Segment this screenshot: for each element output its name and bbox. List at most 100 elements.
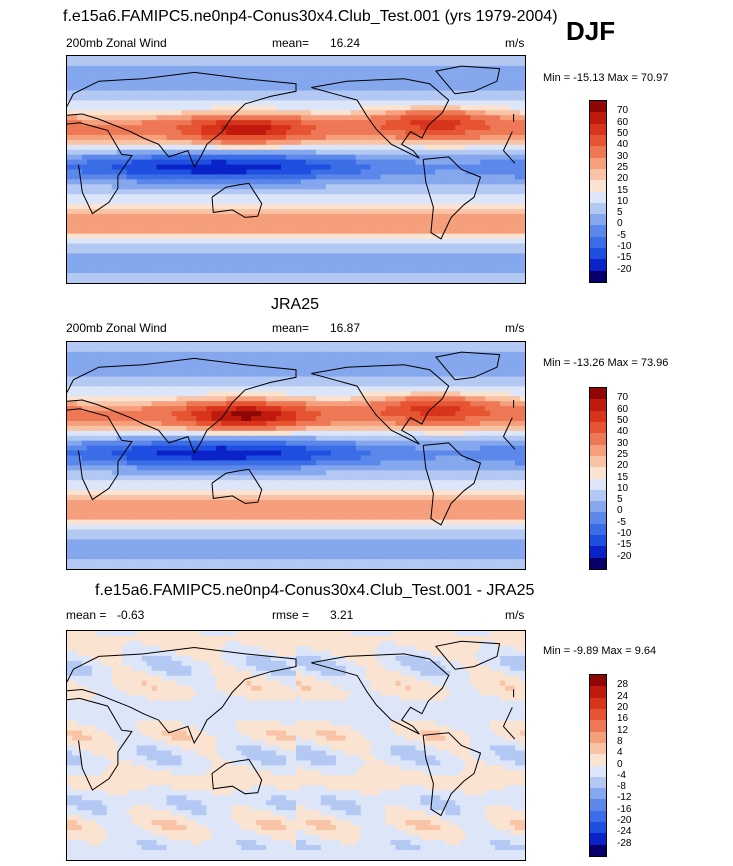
colorbar-swatch — [590, 765, 606, 777]
colorbar-tick-label: 25 — [617, 448, 629, 460]
colorbar-tick-label: -10 — [617, 528, 632, 540]
colorbar-tick-label: -15 — [617, 539, 632, 551]
coastline-segment — [67, 697, 133, 791]
panel-obs-title: JRA25 — [271, 296, 320, 313]
panel-diff-title: f.e15a6.FAMIPC5.ne0np4-Conus30x4.Club_Te… — [95, 582, 535, 599]
colorbar-swatch — [590, 708, 606, 721]
coastlines — [67, 65, 516, 240]
colorbar-swatch — [590, 788, 606, 800]
coastline-segment — [434, 65, 501, 95]
coastline-segment — [67, 122, 133, 215]
colorbar-swatch — [590, 444, 606, 456]
colorbar-swatch — [590, 180, 606, 192]
colorbar-swatch — [590, 467, 606, 479]
colorbar-tick-label: -4 — [617, 769, 626, 781]
coastline-segment — [503, 726, 516, 740]
colorbar-swatch — [590, 810, 606, 823]
colorbar-tick-label: 50 — [617, 414, 629, 426]
colorbar-swatch — [590, 535, 606, 547]
colorbar-tick-label: -16 — [617, 803, 632, 815]
coastline-segment — [422, 442, 482, 526]
colorbar-swatch — [590, 112, 606, 124]
colorbar-tick-label: 16 — [617, 713, 629, 725]
panel-diff-map — [66, 630, 526, 861]
colorbar-tick-label: 24 — [617, 690, 629, 702]
field-cells — [67, 56, 525, 283]
colorbar-tick-label: -8 — [617, 781, 626, 793]
coastline-segment — [422, 156, 482, 240]
colorbar-tick-label: -24 — [617, 826, 632, 838]
panel-obs-colorbar — [589, 387, 607, 570]
coastline-segment — [67, 71, 297, 169]
coastline-segment — [311, 364, 450, 445]
colorbar-swatch — [590, 742, 606, 755]
colorbar-swatch — [590, 754, 606, 766]
panel-model-map — [66, 55, 526, 284]
colorbar-swatch — [590, 776, 606, 789]
colorbar-swatch — [590, 191, 606, 203]
colorbar-tick-label: 5 — [617, 207, 623, 219]
panel-obs-map — [66, 341, 526, 570]
colorbar-swatch — [590, 248, 606, 260]
panel-model-mean-value: 16.24 — [330, 36, 361, 50]
panel-diff-units: m/s — [505, 608, 525, 622]
colorbar-swatch — [590, 799, 606, 811]
colorbar-swatch — [590, 512, 606, 524]
colorbar-swatch — [590, 146, 606, 158]
colorbar-tick-label: 10 — [617, 482, 629, 494]
panel-model-map-svg — [67, 56, 525, 283]
colorbar-tick-label: 25 — [617, 161, 629, 173]
season-label: DJF — [566, 16, 616, 46]
coastline-segment — [502, 417, 513, 437]
colorbar-tick-label: 70 — [617, 392, 629, 404]
colorbar-tick-label: 30 — [617, 150, 629, 162]
coastline-segment — [422, 732, 482, 817]
coastline-segment — [211, 182, 263, 218]
colorbar-tick-label: 60 — [617, 403, 629, 415]
coastline-segment — [502, 131, 513, 151]
colorbar-tick-label: 5 — [617, 494, 623, 506]
figure-title: f.e15a6.FAMIPC5.ne0np4-Conus30x4.Club_Te… — [63, 8, 558, 25]
coastline-segment — [503, 150, 516, 164]
panel-obs-mean-label: mean= — [272, 321, 310, 335]
colorbar-swatch — [590, 822, 606, 834]
coastline-segment — [434, 640, 501, 670]
colorbar-tick-label: 15 — [617, 184, 629, 196]
colorbar-tick-label: 20 — [617, 701, 629, 713]
colorbar-tick-label: 12 — [617, 724, 629, 736]
colorbar-swatch — [590, 388, 606, 400]
field-cells — [67, 342, 525, 569]
coastline-segment — [502, 707, 513, 727]
colorbar-tick-label: 20 — [617, 173, 629, 185]
colorbar-swatch — [590, 720, 606, 732]
panel-obs-units: m/s — [505, 321, 525, 335]
colorbar-swatch — [590, 410, 606, 422]
panel-diff-rmse-label: rmse = — [272, 608, 310, 622]
colorbar-swatch — [590, 236, 606, 249]
panel-obs-mean-value: 16.87 — [330, 321, 361, 335]
coastlines — [67, 351, 516, 526]
panel-diff-rmse-value: 3.21 — [330, 608, 354, 622]
coastline-segment — [67, 357, 297, 455]
colorbar-swatch — [590, 489, 606, 502]
panel-obs-field-label: 200mb Zonal Wind — [66, 321, 167, 335]
colorbar-tick-label: -28 — [617, 837, 632, 849]
coastline-segment — [67, 408, 133, 501]
coastline-segment — [211, 758, 263, 795]
panel-diff-mean-label: mean = — [66, 608, 107, 622]
colorbar-tick-label: -5 — [617, 229, 626, 241]
panel-obs-map-svg — [67, 342, 525, 569]
colorbar-tick-label: 0 — [617, 218, 623, 230]
colorbar-tick-label: 28 — [617, 679, 629, 691]
colorbar-tick-label: -15 — [617, 252, 632, 264]
colorbar-swatch — [590, 686, 606, 698]
colorbar-tick-label: 40 — [617, 426, 629, 438]
colorbar-tick-label: 4 — [617, 747, 623, 759]
panel-model-mean-label: mean= — [272, 36, 310, 50]
panel-obs-minmax: Min = -13.26 Max = 73.96 — [543, 357, 669, 369]
colorbar-tick-label: -12 — [617, 792, 632, 804]
colorbar-swatch — [590, 157, 606, 169]
coastline-segment — [67, 646, 297, 745]
coastline-segment — [503, 436, 516, 450]
colorbar-swatch — [590, 202, 606, 215]
